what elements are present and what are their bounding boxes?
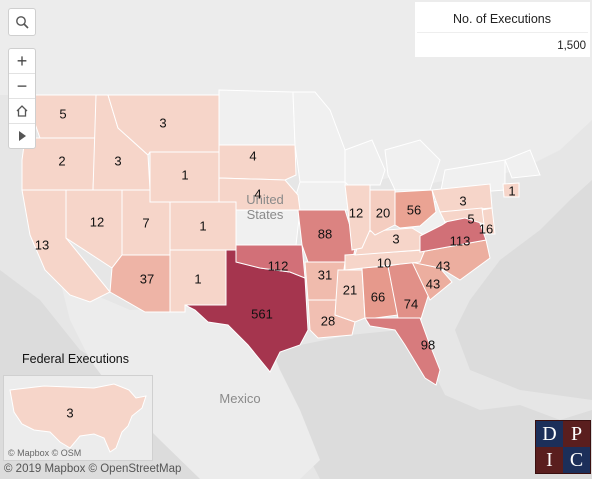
dpic-logo: D P I C [535, 420, 591, 474]
zoom-in-button[interactable]: + [9, 49, 35, 74]
federal-inset-map[interactable]: 3 © Mapbox © OSM [3, 375, 153, 461]
state-label-tx: 561 [251, 306, 273, 321]
state-label-mt: 3 [159, 115, 166, 130]
state-label-nv: 12 [90, 214, 104, 229]
pan-tool-button[interactable] [9, 124, 35, 148]
play-icon [19, 131, 26, 141]
legend-max-value: 1,500 [557, 40, 586, 52]
federal-executions-title: Federal Executions [22, 352, 130, 366]
state-label-ms: 21 [343, 282, 357, 297]
minus-icon: − [16, 75, 28, 96]
legend-divider [417, 32, 588, 33]
state-label-mo: 88 [318, 226, 332, 241]
state-label-md: 5 [467, 211, 474, 226]
atlantic-water [455, 180, 592, 400]
state-sd[interactable] [218, 144, 297, 181]
state-label-wy: 1 [181, 167, 188, 182]
state-label-sc: 43 [426, 276, 440, 291]
state-label-il: 12 [349, 205, 363, 220]
state-ct[interactable] [502, 182, 520, 198]
zoom-out-button[interactable]: − [9, 74, 35, 99]
state-label-ar: 31 [318, 267, 332, 282]
label-mexico: Mexico [219, 391, 260, 406]
state-label-ut: 7 [142, 215, 149, 230]
state-label-pa: 3 [459, 193, 466, 208]
state-label-ne: 4 [254, 186, 261, 201]
state-label-va: 113 [450, 233, 471, 248]
state-label-wa: 5 [59, 106, 66, 121]
search-icon [16, 16, 29, 29]
inset-attribution: © Mapbox © OSM [8, 448, 82, 458]
state-label-ct: 1 [508, 183, 515, 198]
logo-letter-c: C [563, 447, 590, 473]
inset-us-shape [9, 383, 147, 453]
state-label-ga: 74 [404, 296, 418, 311]
logo-letter-d: D [536, 421, 563, 447]
logo-letter-p: P [563, 421, 590, 447]
legend-title: No. of Executions [453, 12, 551, 26]
state-label-or: 2 [58, 153, 65, 168]
state-label-la: 28 [321, 313, 335, 328]
state-in[interactable] [369, 189, 396, 236]
state-label-nc: 43 [436, 258, 450, 273]
state-fl[interactable] [364, 317, 441, 386]
label-states: States [247, 207, 284, 222]
state-label-de: 16 [479, 221, 493, 236]
state-label-tn: 10 [377, 255, 391, 270]
home-button[interactable] [9, 99, 35, 124]
search-button[interactable] [8, 8, 36, 36]
map-attribution[interactable]: © 2019 Mapbox © OpenStreetMap [4, 463, 182, 475]
state-ne[interactable] [218, 177, 301, 211]
logo-letter-i: I [536, 447, 563, 473]
state-md[interactable] [439, 207, 485, 225]
legend: No. of Executions 1,500 [415, 2, 590, 57]
state-label-al: 66 [371, 289, 385, 304]
state-label-nm: 1 [194, 271, 201, 286]
state-label-ky: 3 [392, 231, 399, 246]
state-de[interactable] [481, 207, 496, 235]
state-label-in: 20 [376, 205, 390, 220]
label-united: United [246, 192, 284, 207]
state-nd[interactable] [218, 89, 296, 146]
federal-value-label: 3 [66, 405, 73, 420]
state-label-id: 3 [114, 153, 121, 168]
state-il[interactable] [344, 184, 371, 251]
map-zoom-controls: + − [8, 48, 36, 149]
state-ms[interactable] [334, 269, 366, 323]
state-ia[interactable] [295, 181, 349, 211]
state-label-fl: 98 [421, 337, 435, 352]
plus-icon: + [16, 50, 28, 71]
state-label-az: 37 [140, 271, 154, 286]
gulf-water [260, 330, 592, 479]
state-label-oh: 56 [407, 202, 421, 217]
mexico-land [60, 280, 320, 479]
state-wi[interactable] [344, 139, 386, 186]
state-label-ca: 13 [35, 237, 49, 252]
state-ne-states[interactable] [504, 149, 541, 179]
state-label-ok: 112 [268, 258, 289, 273]
inset-map-canvas: 3 [9, 383, 147, 453]
state-label-co: 1 [199, 218, 206, 233]
home-icon [16, 105, 28, 117]
state-label-sd: 4 [249, 148, 256, 163]
